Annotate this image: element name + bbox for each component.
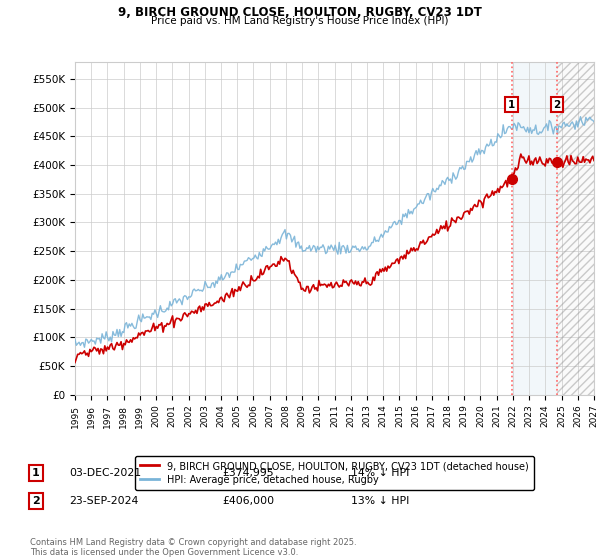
Text: 1: 1: [508, 100, 515, 110]
Text: Price paid vs. HM Land Registry's House Price Index (HPI): Price paid vs. HM Land Registry's House …: [151, 16, 449, 26]
Text: Contains HM Land Registry data © Crown copyright and database right 2025.
This d: Contains HM Land Registry data © Crown c…: [30, 538, 356, 557]
Text: £374,995: £374,995: [222, 468, 274, 478]
Legend: 9, BIRCH GROUND CLOSE, HOULTON, RUGBY, CV23 1DT (detached house), HPI: Average p: 9, BIRCH GROUND CLOSE, HOULTON, RUGBY, C…: [135, 456, 534, 490]
Text: 2: 2: [32, 496, 40, 506]
Text: 2: 2: [554, 100, 561, 110]
Text: 23-SEP-2024: 23-SEP-2024: [69, 496, 139, 506]
Text: 1: 1: [32, 468, 40, 478]
Bar: [512, 62, 557, 395]
Text: 9, BIRCH GROUND CLOSE, HOULTON, RUGBY, CV23 1DT: 9, BIRCH GROUND CLOSE, HOULTON, RUGBY, C…: [118, 6, 482, 18]
Text: 13% ↓ HPI: 13% ↓ HPI: [351, 496, 409, 506]
Text: 03-DEC-2021: 03-DEC-2021: [69, 468, 141, 478]
Bar: [557, 62, 594, 395]
Bar: [557, 62, 594, 395]
Text: 14% ↓ HPI: 14% ↓ HPI: [351, 468, 409, 478]
Text: £406,000: £406,000: [222, 496, 274, 506]
